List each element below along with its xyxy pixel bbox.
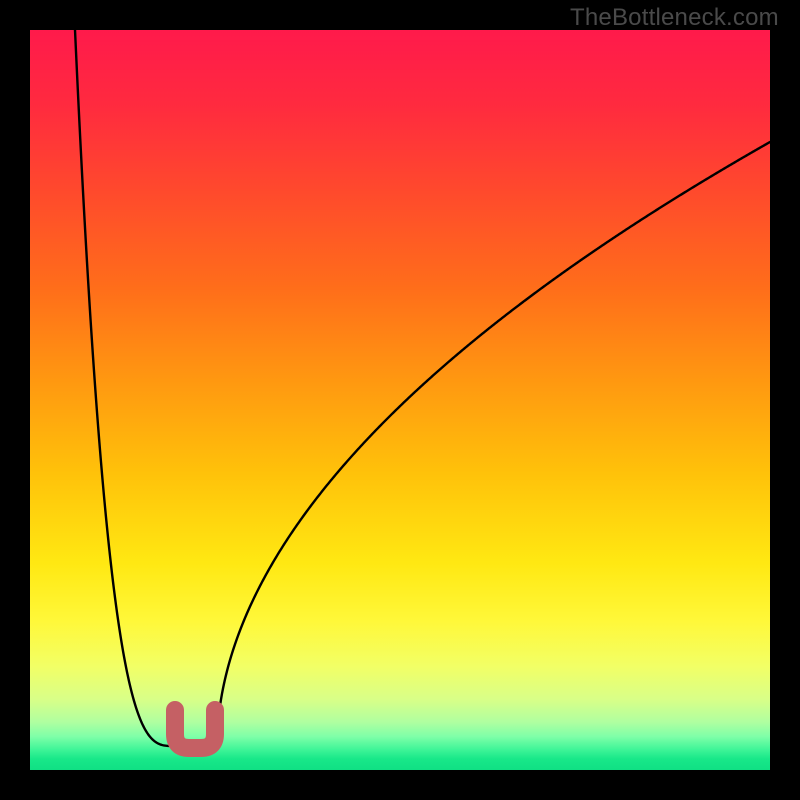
chart-stage: TheBottleneck.com	[0, 0, 800, 800]
watermark-text: TheBottleneck.com	[570, 4, 779, 32]
optimum-u-marker	[0, 0, 800, 800]
